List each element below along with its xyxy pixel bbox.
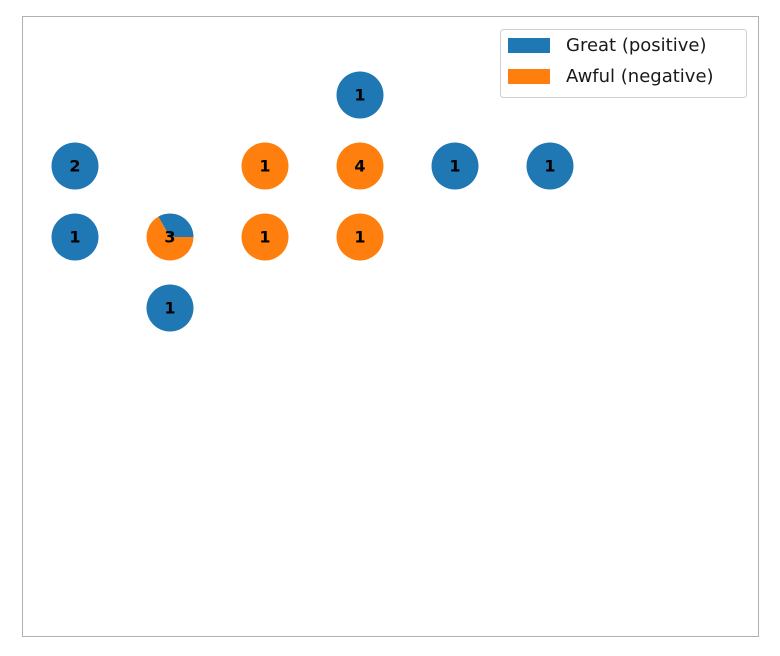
pie-cells: 1 2 1 4 1 1 1 3 1 1 1 xyxy=(51,71,574,332)
pie-count-label: 1 xyxy=(259,228,270,247)
pie-slice-1-2-s0 xyxy=(158,213,194,237)
legend-box xyxy=(500,29,747,98)
plot-frame xyxy=(22,16,759,637)
pie-count-label: 1 xyxy=(544,157,555,176)
pie-slice-3-1-s1 xyxy=(336,142,384,190)
pie-count-label: 1 xyxy=(354,228,365,247)
legend-label: Great (positive) xyxy=(566,35,706,56)
pie-cell-2-2: 1 xyxy=(241,213,289,261)
pie-slice-5-1-s0 xyxy=(526,142,574,190)
pie-cell-3-2: 1 xyxy=(336,213,384,261)
pie-count-label: 1 xyxy=(449,157,460,176)
legend-label: Awful (negative) xyxy=(566,66,714,87)
pie-slice-4-1-s0 xyxy=(431,142,479,190)
pie-count-label: 3 xyxy=(164,228,175,247)
legend-swatch xyxy=(508,69,550,84)
pie-cell-1-2: 3 xyxy=(146,213,194,261)
pie-slice-0-2-s0 xyxy=(51,213,99,261)
pie-slice-2-2-s1 xyxy=(241,213,289,261)
pie-count-label: 1 xyxy=(259,157,270,176)
pie-cell-3-0: 1 xyxy=(336,71,384,119)
pie-count-label: 2 xyxy=(69,157,80,176)
pie-count-label: 1 xyxy=(164,299,175,318)
pie-slice-3-2-s1 xyxy=(336,213,384,261)
pie-count-label: 1 xyxy=(69,228,80,247)
pie-cell-3-1: 4 xyxy=(336,142,384,190)
pie-cell-4-1: 1 xyxy=(431,142,479,190)
pie-cell-5-1: 1 xyxy=(526,142,574,190)
pie-cell-1-3: 1 xyxy=(146,284,194,332)
pie-slice-3-0-s0 xyxy=(336,71,384,119)
legend: Great (positive) Awful (negative) xyxy=(500,29,747,98)
pie-cell-0-2: 1 xyxy=(51,213,99,261)
pie-slice-1-3-s0 xyxy=(146,284,194,332)
pie-slice-2-1-s1 xyxy=(241,142,289,190)
pie-count-label: 4 xyxy=(354,157,365,176)
pie-count-label: 1 xyxy=(354,86,365,105)
legend-swatch xyxy=(508,38,550,53)
pie-slice-0-1-s0 xyxy=(51,142,99,190)
pie-slice-1-2-s1 xyxy=(146,216,194,261)
pie-cell-0-1: 2 xyxy=(51,142,99,190)
pie-cell-2-1: 1 xyxy=(241,142,289,190)
